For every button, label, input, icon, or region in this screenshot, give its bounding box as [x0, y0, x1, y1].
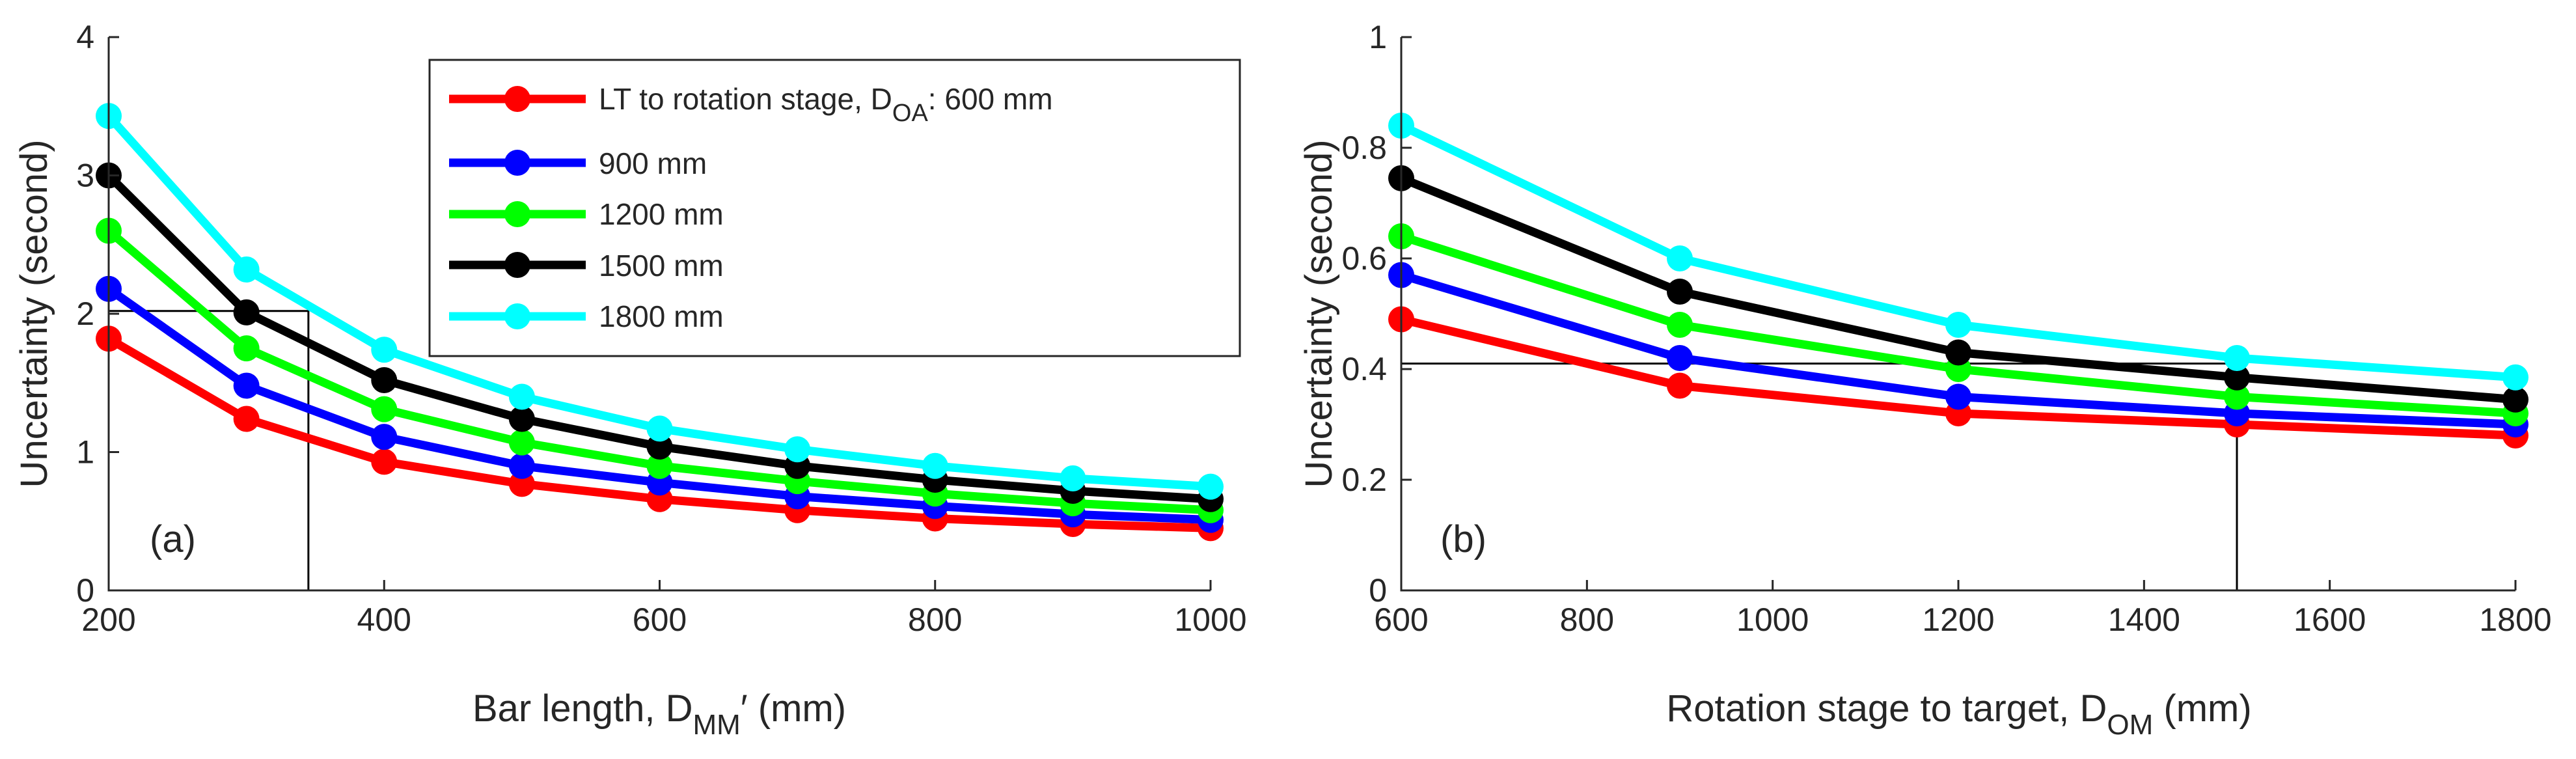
legend-entry-600mm: LT to rotation stage, DOA: 600 mm — [599, 82, 1053, 127]
legend-entry-600mm-rest: : 600 mm — [928, 82, 1053, 116]
panel-a-point-1800mm-800 — [922, 452, 948, 479]
panel-b-y-tick-label-0.2: 0.2 — [1341, 462, 1387, 498]
panel-a-x-axis-title: Bar length, DMM′ (mm) — [473, 687, 846, 741]
panel-b-point-1800mm-1200 — [1945, 312, 1971, 338]
panel-b-x-tick-label-800: 800 — [1560, 601, 1614, 638]
legend-entry-1800mm: 1800 mm — [599, 299, 724, 333]
panel-a-x-tick-label-200: 200 — [81, 601, 135, 638]
panel-a-y-tick-label-2: 2 — [76, 296, 94, 332]
panel-a-point-1800mm-600 — [646, 415, 673, 442]
panel-a-y-axis-title: Uncertainty (second) — [13, 139, 55, 488]
panel-b-x-tick-label-1000: 1000 — [1736, 601, 1809, 638]
panel-b-x-tick-label-600: 600 — [1374, 601, 1428, 638]
panel-a-y-tick-label-3: 3 — [76, 158, 94, 194]
panel-a-x-title-subscript: MM — [692, 709, 740, 741]
legend-swatch-marker-1500mm — [504, 252, 530, 278]
panel-b-label: (b) — [1440, 518, 1487, 560]
panel-a-label: (a) — [150, 518, 196, 560]
panel-a-point-1500mm-500 — [508, 406, 535, 432]
panel-b-y-tick-label-0.6: 0.6 — [1341, 240, 1387, 277]
panel-a-x-tick-label-600: 600 — [633, 601, 687, 638]
panel-b-x-tick-label-1800: 1800 — [2479, 601, 2551, 638]
panel-a-point-1200mm-400 — [371, 396, 398, 422]
panel-b-y-tick-label-1: 1 — [1369, 19, 1387, 55]
panel-b-point-1200mm-1500 — [2224, 383, 2250, 410]
panel-a-point-1800mm-700 — [784, 436, 811, 463]
legend-entry-1200mm: 1200 mm — [599, 197, 724, 231]
legend-entry-900mm: 900 mm — [599, 146, 707, 180]
legend-entry-600mm-subscript: OA — [892, 100, 929, 127]
panel-b-point-1800mm-1800 — [2502, 364, 2528, 391]
panel-b-y-tick-label-0.8: 0.8 — [1341, 130, 1387, 166]
panel-a-x-tick-label-400: 400 — [357, 601, 411, 638]
panel-b-x-tick-label-1600: 1600 — [2294, 601, 2366, 638]
panel-a-x-tick-label-800: 800 — [908, 601, 962, 638]
panel-a-point-900mm-300 — [233, 372, 260, 399]
panel-b-point-1500mm-1800 — [2502, 386, 2528, 413]
legend: LT to rotation stage, DOA: 600 mm 900 mm… — [428, 59, 1241, 357]
panel-a-y-tick-label-1: 1 — [76, 434, 94, 471]
panel-b-x-title-subscript: OM — [2107, 709, 2153, 741]
legend-swatch-marker-900mm — [504, 150, 530, 176]
panel-b-point-900mm-900 — [1667, 345, 1693, 371]
panel-a-point-1500mm-300 — [233, 299, 260, 325]
panel-b-y-axis-title: Uncertainty (second) — [1298, 139, 1340, 488]
panel-b-point-1800mm-900 — [1667, 245, 1693, 271]
panel-b-point-1500mm-900 — [1667, 279, 1693, 305]
panel-a-point-1800mm-500 — [508, 383, 535, 410]
panel-a-point-1800mm-1000 — [1198, 473, 1224, 500]
panel-b-point-1500mm-1500 — [2224, 364, 2250, 391]
panel-a-point-600mm-500 — [508, 471, 535, 497]
panel-a-point-1500mm-400 — [371, 367, 398, 393]
panel-b: 600 800 1000 1200 1400 1600 1800 0 0.2 0.4 0.6 0.8 1… — [1298, 19, 2552, 741]
panel-b-point-1500mm-1200 — [1945, 339, 1971, 366]
panel-b-y-tick-label-0: 0 — [1369, 572, 1387, 609]
legend-entry-600mm-main: LT to rotation stage, D — [599, 82, 892, 116]
legend-swatch-marker-1200mm — [504, 201, 530, 227]
panel-b-point-600mm-900 — [1667, 372, 1693, 399]
panel-a-point-1800mm-400 — [371, 337, 398, 363]
panel-b-x-axis-title: Rotation stage to target, DOM (mm) — [1666, 687, 2251, 741]
legend-swatch-marker-1800mm — [504, 303, 530, 329]
panel-a-x-title-main: Bar length, D — [473, 687, 693, 730]
panel-a-point-900mm-500 — [508, 452, 535, 479]
panel-b-x-tick-label-1400: 1400 — [2108, 601, 2180, 638]
panel-a-point-1200mm-600 — [646, 452, 673, 479]
panel-a: 200 400 600 800 1000 0 1 2 3 4 (a) Uncertainty (s… — [13, 19, 1247, 741]
panel-b-x-title-unit: (mm) — [2153, 687, 2251, 730]
panel-a-y-tick-label-0: 0 — [76, 572, 94, 609]
panel-a-point-1800mm-300 — [233, 256, 260, 283]
legend-entry-1500mm: 1500 mm — [599, 249, 724, 283]
panel-b-point-1200mm-900 — [1667, 312, 1693, 338]
panel-a-x-title-prime: ′ — [741, 687, 748, 730]
panel-a-guide-line — [109, 310, 310, 590]
panel-a-point-1200mm-500 — [508, 429, 535, 456]
legend-swatch-marker-600mm — [504, 86, 530, 112]
panel-a-y-tick-label-4: 4 — [76, 19, 94, 55]
panel-b-x-title-main: Rotation stage to target, D — [1666, 687, 2107, 730]
panel-a-point-900mm-400 — [371, 424, 398, 450]
panel-b-x-tick-label-1200: 1200 — [1922, 601, 1994, 638]
panel-a-x-tick-label-1000: 1000 — [1174, 601, 1246, 638]
panel-a-point-1800mm-900 — [1060, 465, 1086, 491]
legend-box — [428, 59, 1241, 357]
panel-a-point-600mm-400 — [371, 448, 398, 475]
panel-b-point-900mm-1200 — [1945, 383, 1971, 410]
panel-a-point-1500mm-600 — [646, 434, 673, 460]
panel-a-point-600mm-300 — [233, 406, 260, 432]
panel-b-y-tick-label-0.4: 0.4 — [1341, 351, 1387, 387]
panel-a-point-1200mm-300 — [233, 335, 260, 362]
panel-a-x-title-unit: (mm) — [748, 687, 846, 730]
panel-b-point-1800mm-1500 — [2224, 345, 2250, 371]
